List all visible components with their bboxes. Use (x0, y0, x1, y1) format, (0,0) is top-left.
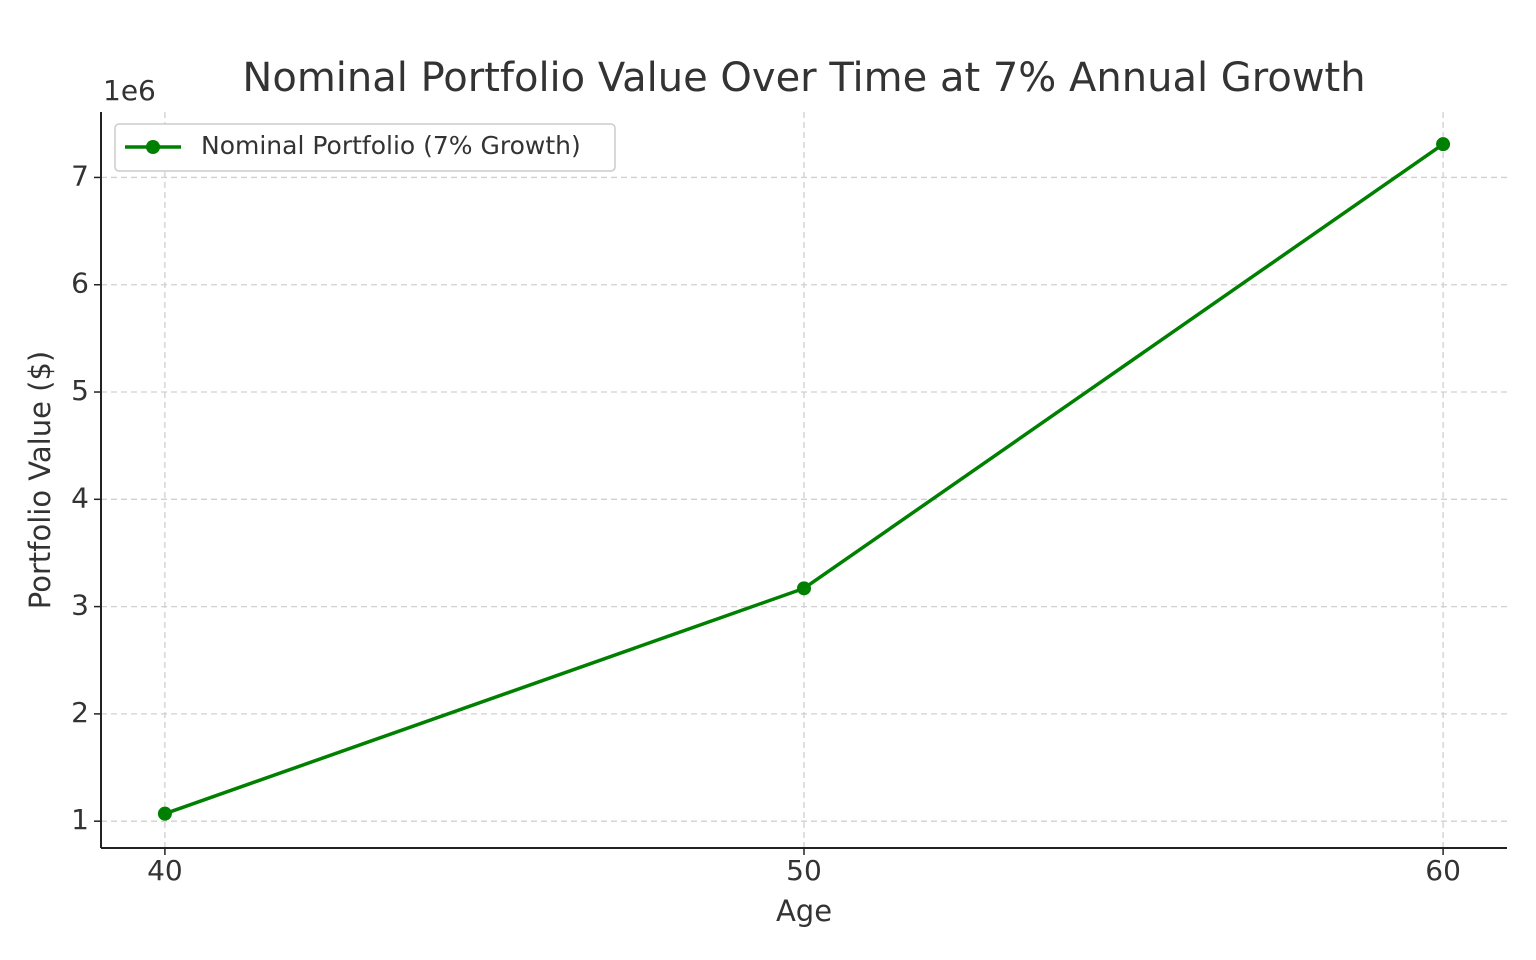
y-tick-label: 4 (71, 481, 89, 514)
y-offset-label: 1e6 (103, 74, 156, 107)
legend-marker (146, 140, 160, 154)
y-axis-label: Portfolio Value ($) (23, 351, 57, 609)
data-point (157, 806, 172, 821)
legend-box (114, 123, 616, 172)
y-tick-label: 5 (71, 374, 89, 407)
y-tick-label: 3 (71, 589, 89, 622)
y-tick-label: 7 (71, 159, 89, 192)
x-tick-label: 50 (786, 854, 822, 887)
y-tick-label: 6 (71, 267, 89, 300)
x-tick-label: 40 (147, 854, 183, 887)
legend-label: Nominal Portfolio (7% Growth) (201, 131, 581, 160)
y-tick-label: 1 (71, 803, 89, 836)
x-tick-label: 60 (1425, 854, 1461, 887)
data-point (797, 581, 811, 596)
chart-title: Nominal Portfolio Value Over Time at 7% … (242, 55, 1365, 101)
y-tick-label: 2 (71, 696, 89, 729)
data-point (1436, 137, 1451, 152)
x-axis-label: Age (776, 894, 832, 928)
